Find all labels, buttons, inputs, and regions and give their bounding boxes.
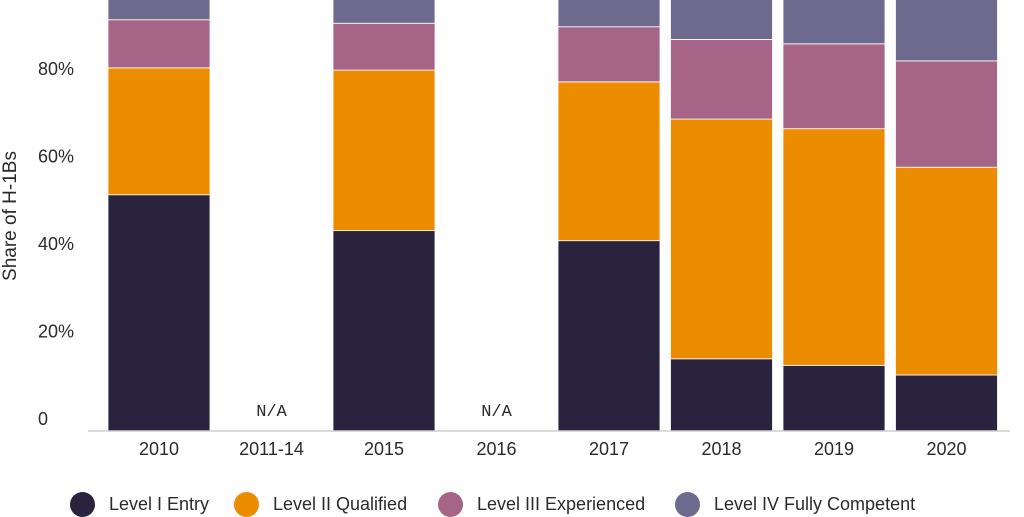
bar-segment (107, 67, 211, 196)
x-axis-ticks: 2010 2011-14 2015 2016 2017 2018 2019 2020 (139, 439, 967, 459)
legend-swatch (70, 491, 95, 517)
y-tick-label: 60% (38, 147, 74, 167)
bar-segment (332, 69, 436, 232)
bar-segment (670, 118, 773, 360)
bar-segment (895, 60, 998, 168)
x-tick-label: 2017 (589, 439, 629, 459)
bar-segment (332, 0, 436, 24)
legend-label: Level I Entry (109, 493, 210, 514)
bars: N/A N/A (107, 0, 998, 432)
y-axis-ticks: 0 20% 40% 60% 80% (38, 59, 74, 429)
x-tick-label: 2011-14 (239, 439, 304, 459)
legend-item: Level I Entry (70, 491, 210, 517)
bar-segment (557, 26, 661, 83)
legend-swatch (234, 491, 259, 517)
bar-segment (332, 22, 436, 71)
y-tick-label: 20% (38, 322, 74, 342)
bar-segment (670, 39, 773, 120)
legend-label: Level II Qualified (273, 493, 408, 514)
bar-segment (895, 0, 998, 62)
bar-segment (782, 43, 886, 130)
legend-label: Level IV Fully Competent (714, 493, 916, 514)
bar-segment (332, 230, 436, 432)
bar-segment (670, 0, 773, 40)
bar-segment (557, 240, 661, 432)
y-tick-label: 80% (38, 59, 74, 79)
na-label: N/A (256, 403, 287, 422)
x-tick-label: 2018 (701, 439, 741, 459)
bar-segment (782, 128, 886, 366)
bar-segment (557, 81, 661, 242)
bar-segment (895, 374, 998, 432)
bar-segment (107, 194, 211, 432)
x-tick-label: 2010 (139, 439, 179, 459)
x-tick-label: 2019 (814, 439, 854, 459)
x-tick-label: 2020 (926, 439, 966, 459)
bar-segment (557, 0, 661, 28)
legend: Level I Entry Level II Qualified Level III… (0, 491, 1024, 517)
legend-item: Level IV Fully Competent (675, 491, 916, 517)
y-tick-label: 0 (38, 409, 48, 429)
legend-item: Level II Qualified (234, 491, 408, 517)
x-tick-label: 2015 (364, 439, 404, 459)
bar-segment (107, 0, 211, 21)
legend-swatch (438, 491, 463, 517)
na-label: N/A (481, 403, 512, 422)
y-axis-title-group: Share of H-1Bs (0, 151, 21, 281)
bar-segment (782, 364, 886, 432)
bar-segment (782, 0, 886, 45)
bar-segment (895, 166, 998, 376)
bar-segment (107, 19, 211, 69)
legend-item: Level III Experienced (438, 491, 646, 517)
y-axis-title: Share of H-1Bs (0, 151, 21, 281)
bar-segment (670, 358, 773, 432)
y-tick-label: 40% (38, 234, 74, 254)
legend-swatch (675, 491, 700, 517)
x-tick-label: 2016 (476, 439, 516, 459)
legend-label: Level III Experienced (477, 493, 646, 514)
